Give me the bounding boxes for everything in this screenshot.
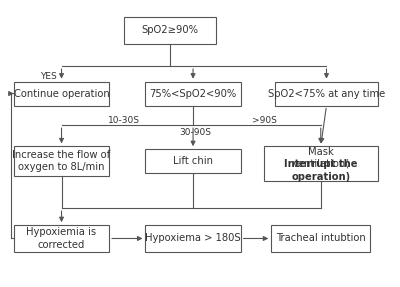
FancyBboxPatch shape xyxy=(145,149,241,173)
FancyBboxPatch shape xyxy=(264,146,378,181)
Text: Tracheal intubtion: Tracheal intubtion xyxy=(276,234,366,243)
FancyBboxPatch shape xyxy=(14,146,109,176)
Text: Lift chin: Lift chin xyxy=(173,156,213,166)
Text: Mask
ventilation(: Mask ventilation( xyxy=(292,146,349,169)
Text: SpO2≥90%: SpO2≥90% xyxy=(142,25,199,35)
FancyBboxPatch shape xyxy=(124,17,216,44)
Text: Hypoxiemia is
corrected: Hypoxiemia is corrected xyxy=(26,227,96,250)
Text: Interrupt the
operation): Interrupt the operation) xyxy=(284,159,358,182)
FancyBboxPatch shape xyxy=(145,82,241,106)
FancyBboxPatch shape xyxy=(275,82,378,106)
FancyBboxPatch shape xyxy=(14,225,109,252)
Text: >90S: >90S xyxy=(252,116,277,125)
Text: 10-30S: 10-30S xyxy=(108,116,140,125)
FancyBboxPatch shape xyxy=(271,225,370,252)
Text: Continue operation: Continue operation xyxy=(14,89,109,98)
Text: YES: YES xyxy=(40,72,56,81)
FancyBboxPatch shape xyxy=(14,82,109,106)
Text: 30-90S: 30-90S xyxy=(179,128,211,137)
Text: Increase the flow of
oxygen to 8L/min: Increase the flow of oxygen to 8L/min xyxy=(12,150,111,172)
Text: Hypoxiema > 180S: Hypoxiema > 180S xyxy=(145,234,241,243)
FancyBboxPatch shape xyxy=(145,225,241,252)
Text: SpO2<75% at any time: SpO2<75% at any time xyxy=(268,89,385,98)
Text: 75%<SpO2<90%: 75%<SpO2<90% xyxy=(150,89,237,98)
